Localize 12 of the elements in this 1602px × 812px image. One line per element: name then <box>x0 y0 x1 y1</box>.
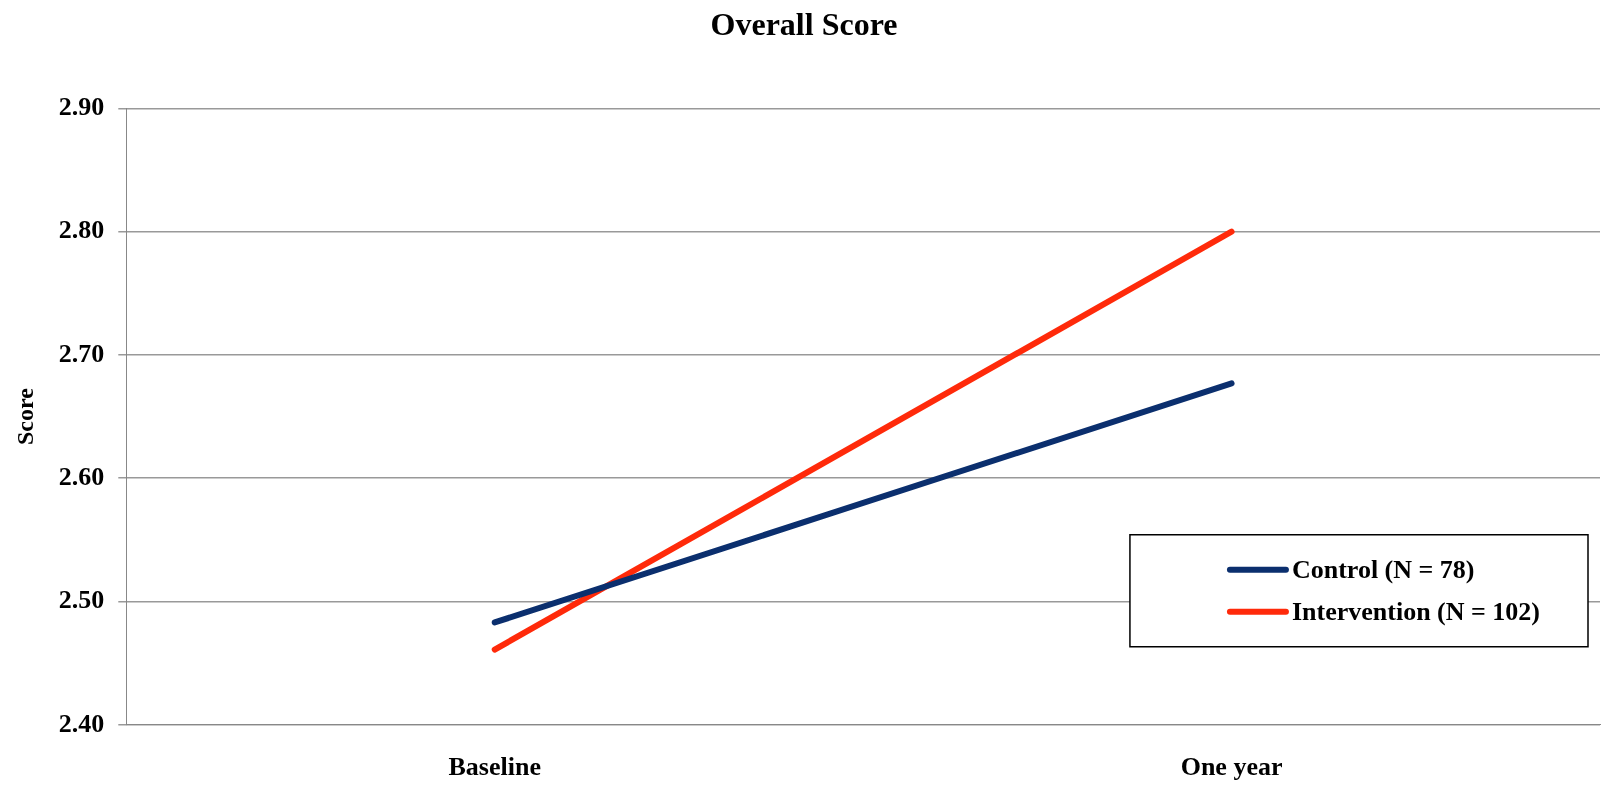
y-axis-title: Score <box>11 387 38 446</box>
y-tick-label: 2.60 <box>58 461 105 491</box>
y-tick-label: 2.70 <box>58 338 105 368</box>
legend-label: Control (N = 78) <box>1291 554 1475 584</box>
legend-label: Intervention (N = 102) <box>1291 596 1541 626</box>
y-tick-label: 2.80 <box>58 215 105 245</box>
y-tick-label: 2.40 <box>58 708 105 738</box>
x-tick-label: One year <box>1180 752 1283 782</box>
x-tick-label: Baseline <box>448 752 541 782</box>
y-tick-label: 2.90 <box>58 92 105 122</box>
chart-title: Overall Score <box>710 6 898 43</box>
y-tick-label: 2.50 <box>58 585 105 615</box>
